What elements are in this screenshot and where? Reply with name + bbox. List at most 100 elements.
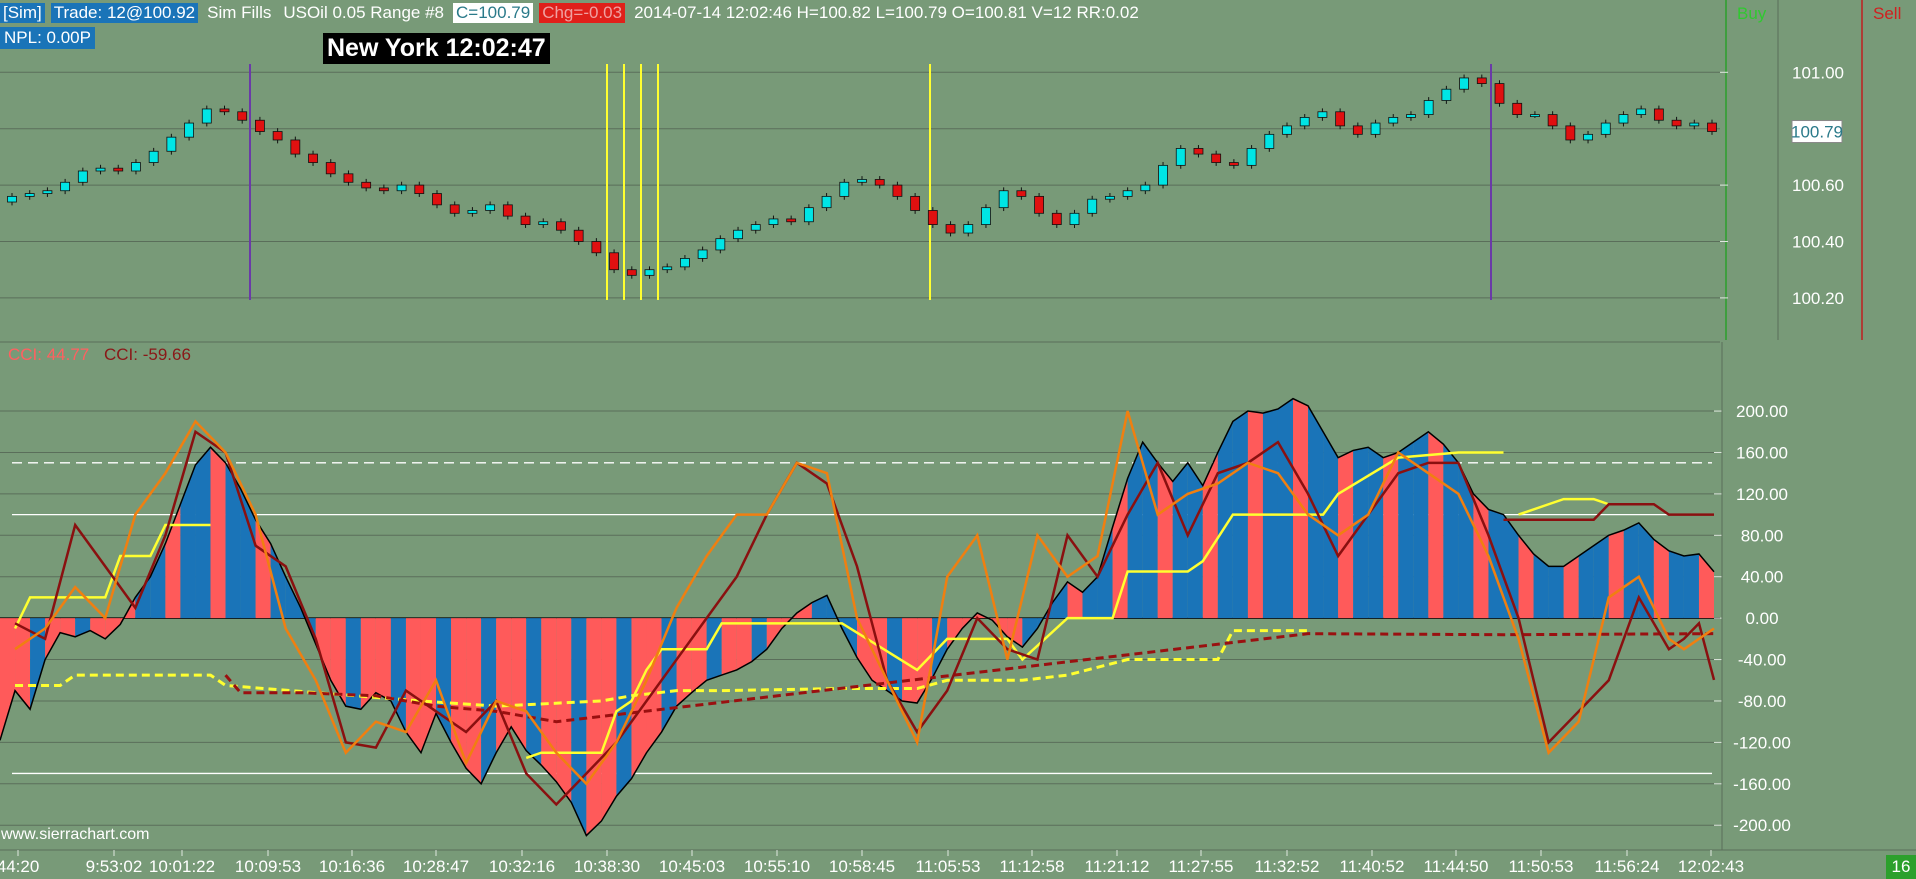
candle xyxy=(609,252,619,271)
candle xyxy=(1352,125,1363,135)
candle xyxy=(1370,122,1381,135)
cci-histogram-bar xyxy=(511,618,527,751)
cci-tick-label: 160.00 xyxy=(1736,443,1788,462)
cci-histogram-bar xyxy=(1593,535,1609,619)
candle xyxy=(166,136,177,152)
cci-histogram-bar xyxy=(225,462,241,619)
candle xyxy=(874,179,885,186)
cci-histogram-bar xyxy=(135,576,151,619)
candle xyxy=(485,204,496,211)
cci-histogram-bar xyxy=(1653,539,1669,619)
sell-button[interactable]: Sell xyxy=(1873,4,1902,23)
cci-histogram-bar xyxy=(586,618,602,836)
candle xyxy=(715,238,726,251)
trade-label[interactable]: Trade: 12@100.92 xyxy=(50,3,199,23)
cci-histogram-bar xyxy=(796,602,812,619)
cci-histogram-bar xyxy=(1067,581,1083,619)
cci-histogram-bar xyxy=(180,464,196,619)
time-tick-label: 11:32:52 xyxy=(1255,857,1320,876)
fills-label: Sim Fills xyxy=(207,3,272,22)
candle xyxy=(1264,133,1275,149)
cci-histogram-bar xyxy=(1293,398,1309,619)
cci-histogram-bar xyxy=(1683,553,1699,619)
price-markers xyxy=(249,64,1492,300)
cci-histogram-bar xyxy=(1413,431,1429,619)
candle xyxy=(839,181,850,197)
candle xyxy=(255,119,265,132)
time-tick-label: 10:09:53 xyxy=(235,857,301,876)
cci-histogram-bar xyxy=(1127,442,1143,619)
candle xyxy=(927,210,938,225)
candle xyxy=(1600,122,1611,135)
cci-histogram-bar xyxy=(556,618,572,803)
candle xyxy=(1105,195,1115,200)
candle xyxy=(1476,77,1487,84)
candle xyxy=(1069,212,1080,225)
info-label: 2014-07-14 12:02:46 H=100.82 L=100.79 O=… xyxy=(634,3,1139,22)
cci-histogram-bar xyxy=(0,618,16,741)
price-tick-label: 101.00 xyxy=(1792,63,1844,82)
cci-histogram-bar xyxy=(661,618,677,733)
cci-dark-red-flat-line xyxy=(1503,502,1714,522)
time-tick-label: 11:12:58 xyxy=(1000,857,1065,876)
cci-histogram-bar xyxy=(1578,545,1594,619)
candle xyxy=(308,153,318,163)
candle xyxy=(910,195,921,211)
cci-histogram-bar xyxy=(736,618,752,670)
cci-tick-label: 40.00 xyxy=(1741,568,1784,587)
cci-histogram-bar xyxy=(345,618,361,710)
candle xyxy=(343,173,354,183)
cci-histogram-bar xyxy=(1368,447,1384,619)
cci-tick-label: 120.00 xyxy=(1736,485,1788,504)
cci-tick-label: -200.00 xyxy=(1733,816,1791,835)
cci-avg-yellow-2-line xyxy=(525,451,1504,760)
buy-button[interactable]: Buy xyxy=(1737,4,1767,23)
cci-histogram-bar xyxy=(390,618,406,733)
candle xyxy=(1193,148,1204,155)
candle xyxy=(573,229,584,242)
candle xyxy=(201,108,212,124)
time-tick-label: 10:01:22 xyxy=(149,857,215,876)
time-tick-label: 12:02:43 xyxy=(1678,857,1744,876)
cci-tick-label: -120.00 xyxy=(1733,733,1791,752)
cci-histogram-bar xyxy=(1142,442,1158,619)
sim-label[interactable]: [Sim] xyxy=(0,3,45,23)
cci-histogram-bar xyxy=(1172,462,1188,619)
cci-histogram-bar xyxy=(947,618,963,650)
candle xyxy=(1051,212,1062,225)
time-tick-label: 10:45:03 xyxy=(659,857,725,876)
cci-histogram-bar xyxy=(1443,444,1459,619)
candle xyxy=(1122,190,1133,197)
cci-histogram-bar xyxy=(571,618,587,836)
candle xyxy=(1335,111,1346,127)
cci-dashed-red-line xyxy=(224,632,1715,724)
cci-histogram-bar xyxy=(210,447,226,619)
candle xyxy=(1565,125,1576,141)
candle xyxy=(1158,164,1168,186)
cci-tick-label: 0.00 xyxy=(1745,609,1778,628)
candle xyxy=(556,221,566,231)
cci-histogram-bar xyxy=(1563,556,1579,619)
candle xyxy=(998,190,1009,209)
candle xyxy=(1423,100,1434,116)
cci-histogram-bar xyxy=(360,618,376,710)
cci-histogram-bar xyxy=(150,543,166,619)
cci-legend: CCI: 44.77 CCI: -59.66 xyxy=(8,345,191,365)
candle xyxy=(750,224,761,231)
candle xyxy=(1547,114,1558,127)
time-tick-label: 11:05:53 xyxy=(916,857,981,876)
chart-header: [Sim] Trade: 12@100.92 Sim Fills USOil 0… xyxy=(0,0,1148,26)
cci-histogram-bar xyxy=(1608,530,1624,619)
candle xyxy=(1459,77,1469,90)
time-tick-label: 10:32:16 xyxy=(489,857,555,876)
candle xyxy=(538,221,549,225)
candle xyxy=(644,269,655,276)
cci-outline xyxy=(0,397,1715,837)
price-tick-label: 100.60 xyxy=(1792,176,1844,195)
cci-histogram-bar xyxy=(1638,522,1654,619)
cci-histogram-bar xyxy=(255,519,271,619)
candle xyxy=(1512,102,1523,115)
candle xyxy=(626,269,637,276)
cci-histogram-bar xyxy=(1503,514,1519,619)
cci-avg-yellow-3-line xyxy=(1518,497,1654,516)
